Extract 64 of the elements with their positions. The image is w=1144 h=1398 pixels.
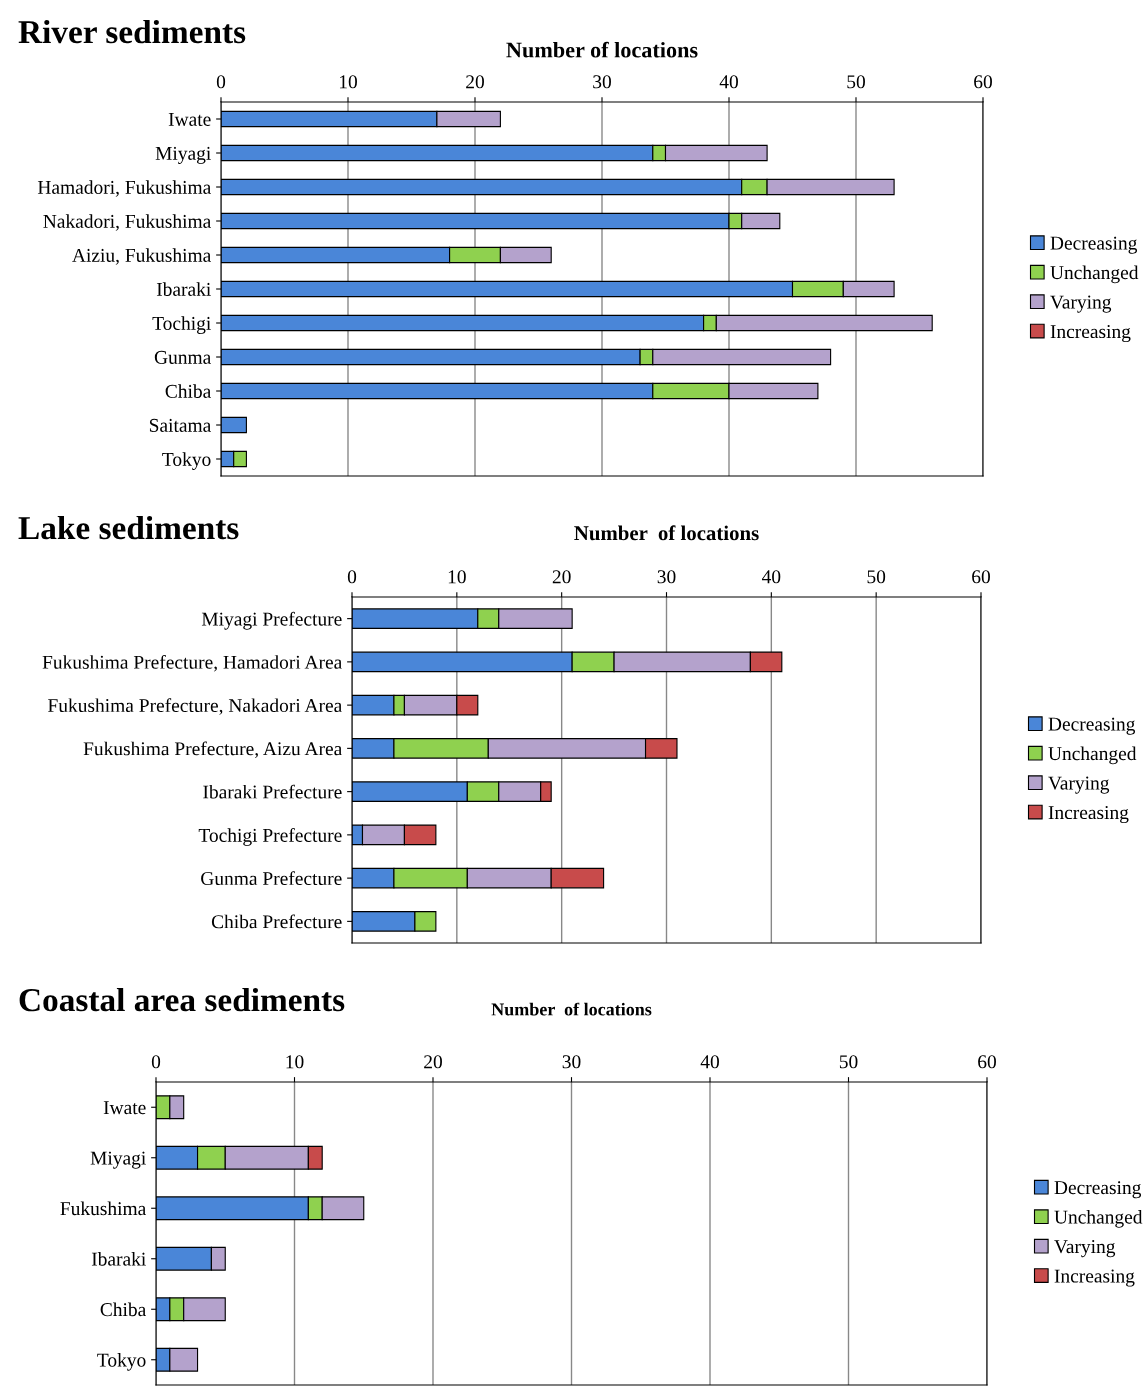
y-tick-label: Gunma (154, 350, 212, 364)
y-tick-label: Miyagi Prefecture (201, 611, 342, 630)
legend-label: Increasing (1050, 325, 1131, 343)
legend-label: Unchanged (1054, 1209, 1143, 1228)
x-tick-label: 10 (339, 75, 357, 89)
y-tick-label: Aiziu, Fukushima (72, 248, 212, 265)
y-tick-label: Tokyo (162, 452, 211, 470)
x-tick-label: 20 (424, 1055, 442, 1069)
legend-label: Decreasing (1054, 1181, 1142, 1199)
x-tick-label: 40 (719, 75, 738, 89)
y-tick-label: Fukushima (60, 1201, 147, 1216)
y-tick-label: Chiba (165, 384, 212, 398)
x-axis-title: Number of locations (574, 525, 759, 541)
x-tick-label: 50 (839, 1055, 858, 1069)
y-tick-label: Ibaraki (156, 282, 211, 296)
chart-title: River sediments (18, 19, 246, 44)
legend-label: Varying (1050, 295, 1112, 313)
legend-label: Unchanged (1050, 265, 1139, 284)
x-tick-label: 60 (972, 570, 990, 584)
y-tick-label: Fukushima Prefecture, Hamadori Area (42, 654, 343, 672)
y-tick-label: Nakadori, Fukushima (43, 214, 212, 231)
y-tick-label: Miyagi (155, 146, 211, 164)
x-tick-label: 20 (466, 75, 484, 89)
y-tick-label: Ibaraki (91, 1252, 146, 1266)
y-tick-label: Tokyo (97, 1353, 146, 1371)
x-tick-label: 20 (552, 570, 571, 584)
y-tick-label: Hamadori, Fukushima (37, 180, 212, 197)
x-tick-label: 40 (700, 1055, 719, 1069)
y-tick-label: Tochigi (152, 316, 211, 334)
x-tick-label: 0 (216, 75, 226, 89)
x-tick-label: 10 (448, 570, 466, 584)
x-tick-label: 0 (347, 570, 357, 584)
x-tick-label: 60 (974, 75, 992, 89)
chart-title: Coastal area sediments (19, 987, 345, 1012)
x-tick-label: 50 (867, 570, 886, 584)
legend-label: Unchanged (1048, 746, 1137, 765)
x-tick-label: 60 (978, 1055, 996, 1069)
y-tick-label: Gunma Prefecture (201, 871, 342, 886)
legend-label: Varying (1054, 1240, 1116, 1258)
x-tick-label: 30 (593, 75, 611, 89)
y-tick-label: Iwate (103, 1101, 146, 1115)
x-axis-title: Number of locations (506, 41, 698, 58)
y-tick-label: Tochigi Prefecture (198, 828, 342, 846)
y-tick-label: Miyagi (90, 1151, 146, 1169)
x-tick-label: 10 (286, 1055, 304, 1069)
y-tick-label: Ibaraki Prefecture (203, 784, 342, 799)
y-tick-label: Fukushima Prefecture, Aizu Area (83, 741, 343, 759)
legend-label: Increasing (1054, 1269, 1135, 1287)
legend-label: Decreasing (1048, 717, 1136, 735)
y-tick-label: Iwate (168, 113, 211, 126)
legend-label: Decreasing (1050, 236, 1138, 254)
y-tick-label: Chiba Prefecture (211, 914, 342, 929)
y-tick-label: Fukushima Prefecture, Nakadori Area (48, 698, 343, 715)
legend-label: Increasing (1048, 806, 1129, 824)
x-tick-label: 0 (151, 1055, 161, 1069)
x-tick-label: 30 (657, 570, 676, 584)
y-tick-label: Saitama (149, 418, 212, 432)
x-tick-label: 30 (562, 1055, 581, 1069)
chart-title: Lake sediments (18, 515, 239, 540)
legend-label: Varying (1048, 776, 1110, 794)
y-tick-label: Chiba (100, 1302, 147, 1317)
x-tick-label: 50 (847, 75, 865, 89)
x-axis-title: Number of locations (491, 1002, 652, 1016)
x-tick-label: 40 (761, 570, 781, 584)
